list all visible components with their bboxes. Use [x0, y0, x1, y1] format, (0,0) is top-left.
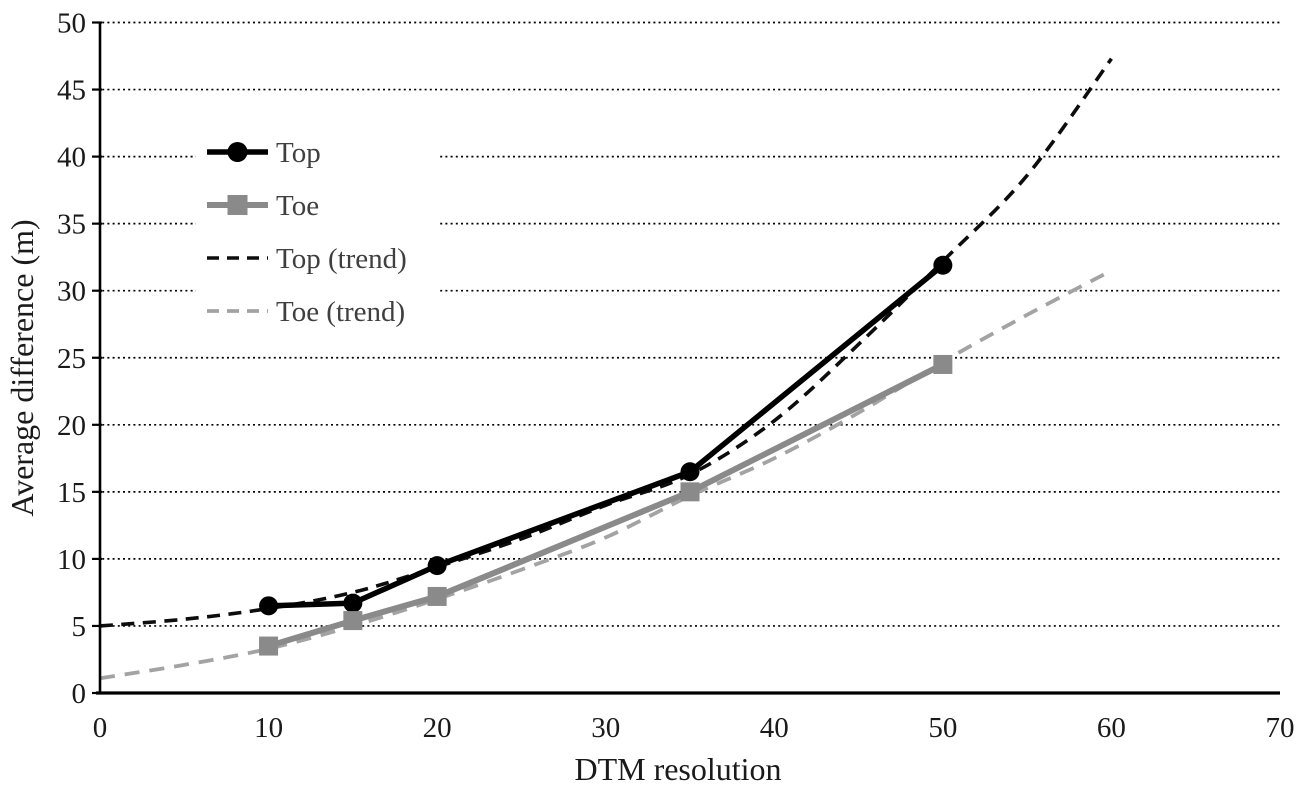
x-tick-label-30: 30: [591, 712, 620, 744]
legend-label-toe-trend-: Toe (trend): [276, 296, 405, 328]
toe-marker-square: [680, 482, 700, 502]
toe-marker-square: [343, 611, 363, 631]
top-marker-circle: [680, 462, 700, 482]
y-tick-label-15: 15: [57, 477, 86, 509]
x-tick-label-70: 70: [1266, 712, 1295, 744]
legend-marker-square: [227, 195, 248, 215]
x-tick-label-20: 20: [423, 712, 452, 744]
toe-marker-square: [933, 354, 953, 374]
y-tick-label-50: 50: [57, 8, 86, 40]
legend-box: [196, 127, 440, 341]
x-tick-label-60: 60: [1097, 712, 1126, 744]
legend-label-top-trend-: Top (trend): [276, 243, 407, 275]
y-axis-title: Average difference (m): [4, 219, 40, 516]
x-tick-label-40: 40: [760, 712, 789, 744]
y-tick-label-40: 40: [57, 142, 86, 174]
top-marker-circle: [343, 593, 363, 613]
y-tick-label-30: 30: [57, 276, 86, 308]
y-tick-label-20: 20: [57, 410, 86, 442]
top-marker-circle: [427, 556, 447, 576]
legend-label-top: Top: [276, 137, 321, 169]
x-tick-label-10: 10: [254, 712, 283, 744]
top-marker-circle: [259, 596, 279, 616]
y-tick-label-25: 25: [57, 343, 86, 375]
x-tick-label-0: 0: [93, 712, 108, 744]
x-axis-title: DTM resolution: [574, 751, 781, 787]
top-marker-circle: [933, 255, 953, 275]
y-tick-label-10: 10: [57, 544, 86, 576]
x-tick-label-50: 50: [928, 712, 957, 744]
toe-marker-square: [259, 636, 279, 656]
legend-label-toe: Toe: [276, 190, 319, 222]
y-tick-label-35: 35: [57, 209, 86, 241]
toe-marker-square: [427, 586, 447, 606]
y-tick-label-45: 45: [57, 75, 86, 107]
y-tick-label-0: 0: [72, 678, 87, 710]
legend-marker-circle: [227, 142, 248, 162]
y-tick-label-5: 5: [72, 611, 87, 643]
